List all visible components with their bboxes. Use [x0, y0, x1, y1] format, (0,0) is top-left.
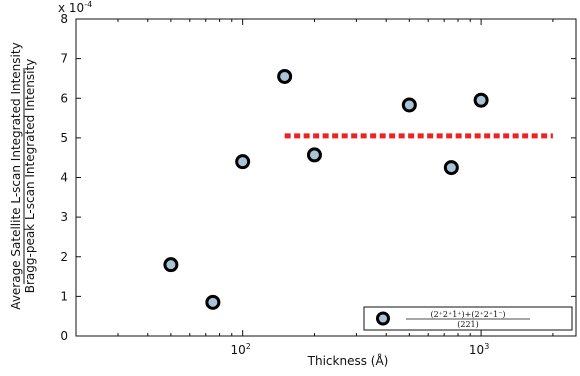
legend-marker: [376, 311, 390, 326]
legend-denominator: (221): [457, 320, 479, 329]
legend-box: [363, 306, 573, 331]
data-point: [443, 160, 459, 176]
data-point: [235, 154, 251, 170]
x-axis-title: Thickness (Å): [307, 353, 389, 368]
y-tick-label: 6: [60, 91, 68, 105]
data-point: [163, 257, 179, 273]
x-tick-label: 103: [469, 342, 489, 357]
y-tick-label: 2: [60, 250, 68, 264]
y-tick-label: 8: [60, 12, 68, 26]
data-point: [205, 294, 221, 310]
y-tick-label: 0: [60, 329, 68, 343]
y-tick-label: 4: [60, 171, 68, 185]
y-tick-label: 7: [60, 52, 68, 66]
plot-frame: [75, 18, 577, 337]
y-tick-label: 1: [60, 289, 68, 303]
data-point: [306, 147, 322, 163]
y-multiplier: x 10-4: [58, 0, 92, 15]
legend: (2⁺2⁺1⁺)+(2⁺2⁺1⁻) (221): [363, 306, 573, 331]
x-tick-label: 102: [230, 342, 250, 357]
y-axis-title-denominator: Bragg-peak L-scan Integrated Intensity: [23, 59, 37, 294]
y-tick-label: 3: [60, 210, 68, 224]
data-point: [401, 97, 417, 113]
data-point: [473, 92, 489, 108]
y-axis-title: Average Satellite L-scan Integrated Inte…: [9, 42, 37, 309]
y-tick-label: 5: [60, 131, 68, 145]
axes: 0 1 2 3 4 5 6 7 8 102 103: [60, 12, 577, 357]
data-point: [277, 68, 293, 84]
legend-numerator: (2⁺2⁺1⁺)+(2⁺2⁺1⁻): [430, 310, 505, 319]
data-points: [163, 68, 489, 310]
y-axis-title-numerator: Average Satellite L-scan Integrated Inte…: [9, 42, 23, 309]
